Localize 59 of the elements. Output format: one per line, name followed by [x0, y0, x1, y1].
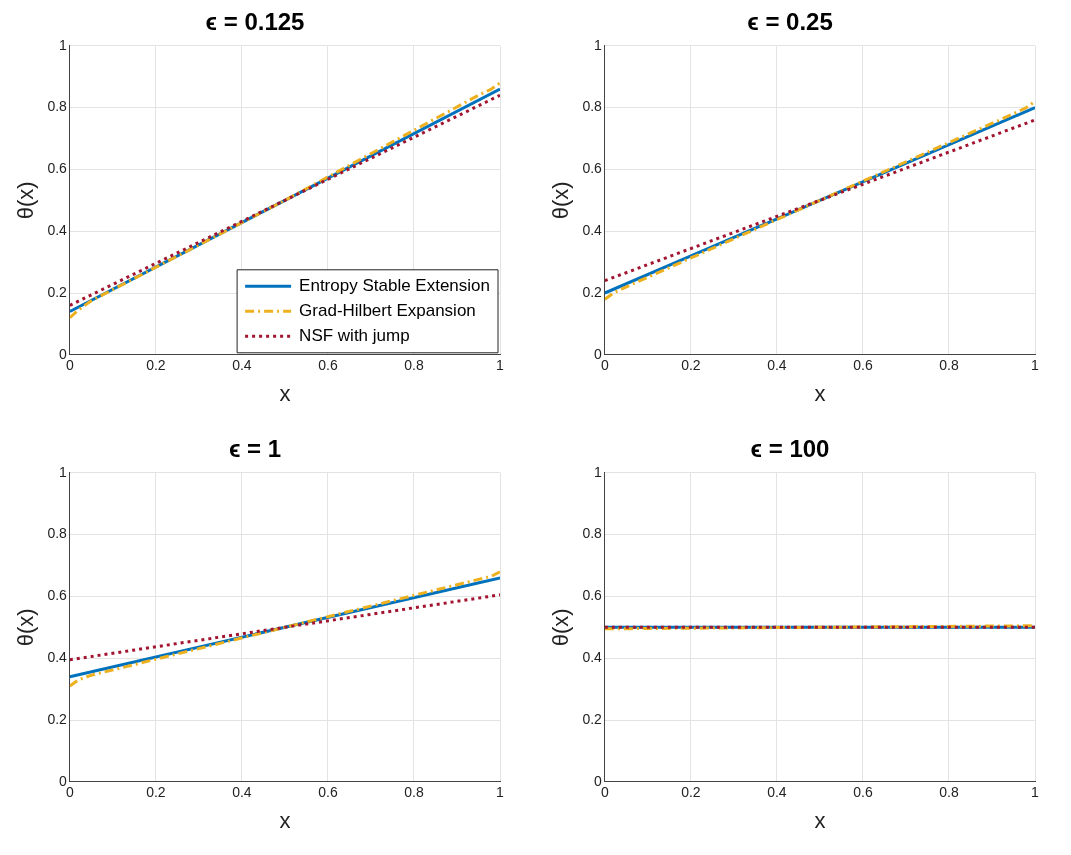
x-tick-label: 1	[496, 784, 505, 801]
y-tick-label: 1	[594, 36, 603, 53]
x-tick-label: 0.2	[146, 357, 166, 374]
y-tick-label: 1	[59, 36, 68, 53]
x-tick-label: 0.6	[318, 784, 338, 801]
x-axis-title: x	[279, 807, 291, 833]
y-tick-label: 0.4	[47, 222, 68, 239]
y-axis-title: θ(x)	[548, 608, 574, 647]
y-tick-label: 0	[59, 345, 68, 362]
y-tick-label: 0.6	[47, 160, 68, 177]
y-tick-label: 0.8	[47, 525, 68, 542]
y-tick-label: 0.6	[47, 587, 68, 604]
legend-label: Grad-Hilbert Expansion	[299, 300, 476, 320]
y-axis-title: θ(x)	[13, 181, 39, 220]
y-tick-label: 0	[59, 772, 68, 789]
x-tick-label: 0.2	[146, 784, 166, 801]
x-tick-label: 0.4	[232, 357, 252, 374]
y-tick-label: 0.2	[582, 283, 603, 300]
x-tick-label: 0.4	[767, 357, 787, 374]
y-tick-label: 0.8	[47, 98, 68, 115]
y-tick-label: 0.2	[47, 283, 68, 300]
x-axis-title: x	[814, 807, 826, 833]
legend-label: NSF with jump	[299, 325, 410, 345]
x-tick-label: 1	[1031, 357, 1040, 374]
x-tick-label: 0.2	[681, 784, 701, 801]
x-axis-title: x	[814, 380, 826, 406]
y-tick-label: 0.2	[582, 710, 603, 727]
y-tick-label: 0	[594, 772, 603, 789]
x-tick-label: 1	[496, 357, 505, 374]
x-axis-title: x	[279, 380, 291, 406]
x-tick-label: 0.2	[681, 357, 701, 374]
y-tick-label: 0.6	[582, 587, 603, 604]
chart-title: ϵ = 100	[750, 435, 830, 463]
x-tick-label: 0.8	[404, 784, 424, 801]
y-tick-label: 0.4	[582, 649, 603, 666]
x-tick-label: 0.6	[318, 357, 338, 374]
y-tick-label: 0.4	[582, 222, 603, 239]
legend-label: Entropy Stable Extension	[299, 275, 491, 295]
x-tick-label: 0.6	[853, 357, 873, 374]
chart-title: ϵ = 0.125	[205, 8, 305, 36]
chart-title: ϵ = 0.25	[747, 8, 833, 36]
x-tick-label: 1	[1031, 784, 1040, 801]
x-tick-label: 0.6	[853, 784, 873, 801]
x-tick-label: 0.4	[767, 784, 787, 801]
y-axis-title: θ(x)	[548, 181, 574, 220]
y-tick-label: 1	[59, 463, 68, 480]
y-tick-label: 0.6	[582, 160, 603, 177]
x-tick-label: 0.4	[232, 784, 252, 801]
y-tick-label: 0.2	[47, 710, 68, 727]
y-tick-label: 0.4	[47, 649, 68, 666]
y-tick-label: 0.8	[582, 98, 603, 115]
x-tick-label: 0.8	[404, 357, 424, 374]
x-tick-label: 0.8	[939, 784, 959, 801]
chart-title: ϵ = 1	[228, 435, 282, 463]
y-tick-label: 1	[594, 463, 603, 480]
y-axis-title: θ(x)	[13, 608, 39, 647]
x-tick-label: 0.8	[939, 357, 959, 374]
y-tick-label: 0	[594, 345, 603, 362]
y-tick-label: 0.8	[582, 525, 603, 542]
